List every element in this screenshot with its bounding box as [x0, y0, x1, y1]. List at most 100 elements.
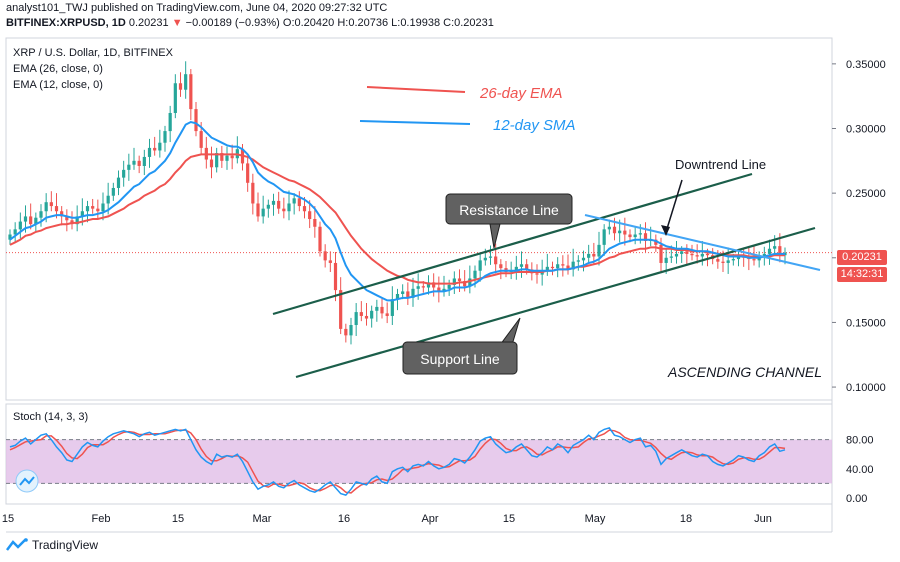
x-tick-label: 18: [680, 513, 692, 525]
candle-body: [199, 131, 203, 148]
candle-body: [432, 282, 436, 288]
candle-body: [266, 204, 270, 209]
ema12-legend-line: [359, 120, 471, 125]
candle-body: [194, 109, 198, 132]
x-tick-label: 16: [338, 513, 350, 525]
candle-body: [700, 253, 704, 257]
stoch-legend: Stoch (14, 3, 3): [13, 411, 89, 423]
candle-body: [173, 83, 177, 113]
candle-body: [297, 198, 301, 207]
candle-body: [127, 164, 131, 170]
support-callout-pointer: [499, 317, 521, 346]
candle-body: [8, 234, 12, 240]
candles: [8, 61, 787, 345]
candle-body: [618, 230, 622, 234]
candle-body: [721, 261, 725, 263]
candle-body: [519, 264, 524, 267]
candle-body: [318, 226, 322, 252]
candle-body: [767, 248, 772, 254]
candle-body: [695, 255, 699, 257]
candle-body: [550, 266, 555, 269]
candle-body: [514, 266, 518, 271]
candle-body: [628, 234, 632, 238]
candle-body: [215, 153, 219, 168]
candle-body: [566, 265, 570, 270]
candle-body: [633, 234, 637, 238]
candle-body: [308, 211, 312, 219]
candle-body: [643, 233, 648, 241]
downtrend-arrow-head: [661, 225, 670, 236]
candle-body: [716, 259, 720, 262]
candle-body: [60, 211, 64, 217]
candle-body: [184, 74, 188, 90]
candle-body: [488, 256, 493, 258]
stoch-tick-label: 0.00: [846, 493, 867, 505]
stoch-tick-label: 40.00: [846, 464, 874, 476]
candle-body: [437, 287, 441, 292]
candle-body: [535, 273, 539, 275]
candle-body: [65, 216, 69, 221]
candle-body: [333, 262, 338, 291]
candle-body: [602, 229, 606, 245]
candle-body: [313, 219, 317, 227]
candle-body: [680, 251, 684, 254]
candle-body: [685, 251, 689, 254]
candle-body: [328, 260, 332, 263]
candle-body: [442, 288, 446, 292]
candle-body: [287, 203, 291, 212]
candle-body: [209, 159, 214, 168]
candle-body: [654, 239, 658, 245]
candle-body: [576, 260, 580, 262]
candle-body: [659, 244, 663, 263]
candle-body: [225, 155, 229, 161]
candle-body: [359, 312, 363, 316]
support-annotation: Support Line: [420, 351, 500, 367]
candle-body: [581, 257, 586, 261]
ema26-line: [9, 153, 785, 285]
candle-body: [147, 147, 152, 157]
candle-body: [29, 216, 33, 225]
candle-body: [137, 160, 141, 166]
candle-body: [344, 328, 348, 336]
last-price: 0.20231: [128, 17, 169, 29]
y-tick-label: 0.30000: [846, 124, 886, 136]
candle-body: [96, 208, 100, 212]
candle-body: [752, 259, 756, 261]
candle-body: [545, 266, 549, 271]
candle-body: [349, 325, 353, 336]
tradingview-logo[interactable]: TradingView: [6, 538, 98, 552]
downtrend-line: [584, 214, 821, 271]
candle-body: [153, 147, 157, 151]
candle-body: [421, 286, 425, 288]
candle-body: [726, 260, 730, 263]
candle-body: [189, 74, 193, 110]
y-tick-label: 0.15000: [846, 317, 886, 329]
candle-body: [13, 229, 17, 235]
candle-body: [339, 290, 343, 329]
support-channel-line: [295, 226, 816, 379]
candle-body: [597, 244, 601, 257]
ema26-legend: EMA (26, close, 0): [13, 63, 103, 75]
candle-body: [163, 131, 167, 143]
resistance-callout-pointer: [489, 223, 501, 249]
candle-body: [483, 257, 487, 261]
candle-body: [49, 202, 53, 207]
candle-body: [251, 182, 255, 204]
tradingview-icon: [6, 538, 28, 551]
candle-body: [571, 261, 575, 270]
candle-body: [406, 291, 410, 298]
candle-body: [101, 203, 105, 212]
candle-body: [282, 208, 286, 212]
candle-body: [256, 203, 260, 217]
down-arrow-icon: ▼: [171, 17, 183, 29]
candle-body: [54, 206, 59, 212]
candle-body: [664, 257, 668, 263]
ohlc-values: O:0.20420 H:0.20736 L:0.19938 C:0.20231: [282, 17, 494, 29]
downtrend-annotation: Downtrend Line: [675, 157, 766, 172]
candle-body: [132, 160, 136, 165]
price-badge: 0.20231: [837, 250, 887, 265]
candle-body: [75, 216, 79, 225]
candle-body: [607, 226, 611, 230]
candle-body: [612, 226, 617, 234]
